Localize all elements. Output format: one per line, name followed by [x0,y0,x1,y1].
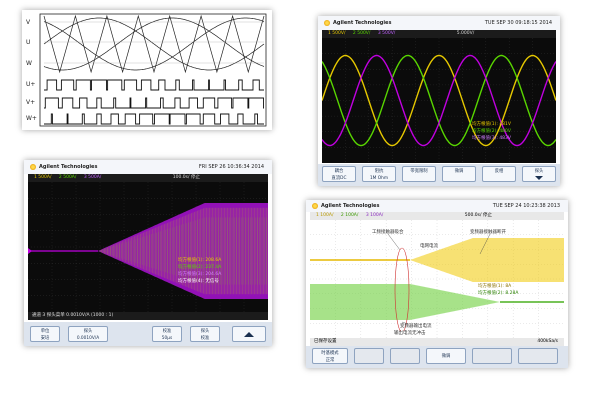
annotation-leader [387,233,401,251]
agilent-logo-icon [312,203,318,209]
softkey-blank[interactable] [518,348,558,364]
fine-button[interactable]: 微调 [442,166,476,182]
timebase: 5.000V/ [456,31,475,36]
pwm-signal [44,113,264,125]
carrier-wave [43,14,265,74]
skew-button[interactable]: 校准 50μs [152,326,182,342]
channel-label: 2 500V/ [352,31,371,36]
waveform-plot [321,38,557,163]
timestamp: TUE SEP 24 10:23:38 2013 [492,203,560,209]
scope-screen: 工频接触器吸合 变频器接触器断开 电网电流 变频器输出电流 输出电流无冲击 均方… [310,220,564,338]
channel-label: 1 100A/ [316,213,334,218]
chevron-down-icon [535,176,543,180]
annotation: 变频器接触器断开 [470,230,506,235]
channel-label: 1 500A/ [34,175,52,180]
impedance-button[interactable]: 阻抗 1M Ohm [362,166,396,182]
coupling-button[interactable]: 耦合 直流DC [322,166,356,182]
measurement: 均方根值(2): 480V [472,129,511,134]
row-label: W+ [26,115,37,122]
channel-label: 2 100A/ [340,213,359,218]
brand: Agilent Technologies [333,20,392,26]
scope-header: Agilent Technologies TUE SEP 30 09:18:15… [318,16,560,30]
measurement: 均方根值(3): 483V [472,136,511,141]
softkey-blank[interactable] [354,348,384,364]
annotation: 工频接触器吸合 [372,230,404,235]
probe-button[interactable]: 探头 [522,166,556,182]
scope-transfer-card: Agilent Technologies TUE SEP 24 10:23:38… [306,200,568,368]
waveform-plot [28,182,269,312]
menu-up-button[interactable] [232,326,266,342]
timestamp: FRI SEP 26 10:36:34 2014 [198,164,264,170]
annotation: 输出电流无冲击 [394,331,426,337]
softkey-bar: 时基模式 正常 微调 [306,346,568,368]
reference-wave [43,17,265,71]
measurement: 均方根值(2): 237.4A [178,265,222,270]
scope-screen: 均方根值(1): 481V 均方根值(2): 480V 均方根值(3): 483… [321,38,557,163]
measurement: 均方根值(4): 无信号 [178,279,219,284]
annotation: 变频器输出电流 [400,324,432,329]
channel-label: 3 500A/ [83,175,102,180]
channel-label: 2 500A/ [58,175,77,180]
channel-label: 1 500V/ [328,31,346,36]
row-label: W [26,60,32,67]
measurement: 均方根值(3): 204.6A [178,272,222,277]
bandwidth-limit-button[interactable]: 带宽限制 [402,166,436,182]
agilent-logo-icon [30,164,36,170]
channel-label: 3 100A/ [365,213,384,218]
channel-label: 3 500V/ [377,31,396,36]
phase-waveform [321,54,557,147]
annotation-leader [401,321,409,325]
softkey-bar: 耦合 直流DC 阻抗 1M Ohm 带宽限制 微调 反相 探头 [318,164,560,186]
inverter-current-envelope [310,284,500,320]
row-label: U+ [26,81,35,88]
row-label: U [26,39,30,46]
brand: Agilent Technologies [39,164,98,170]
softkey-blank[interactable] [390,348,420,364]
scope-header: Agilent Technologies FRI SEP 26 10:36:34… [24,160,272,174]
channel-bar: 1 500A/ 2 500A/ 3 500A/ 100.0s/ 停止 [28,174,268,182]
reference-wave [43,17,265,71]
current-envelope [98,203,268,299]
channel-bar: 1 100A/ 2 100A/ 3 100A/ 500.0s/ 停止 [310,212,564,220]
measurement: 均方根值(1): 208.6A [178,258,222,263]
timebase-mode-button[interactable]: 时基模式 正常 [312,348,348,364]
measurement: 均方根值(1): 8A [478,284,512,289]
timebase: 500.0s/ 停止 [464,213,492,218]
scope-current-card: Agilent Technologies FRI SEP 26 10:36:34… [24,160,272,346]
row-label: V+ [26,99,35,106]
annotation-leader [479,233,491,255]
channel-bar: 1 500V/ 2 500V/ 3 500V/ 5.000V/ [322,30,556,38]
softkey-blank[interactable] [472,348,512,364]
measurement: 均方根值(1): 481V [472,122,511,127]
unit-button[interactable]: 单位 安培 [30,326,60,342]
reference-wave [43,17,265,71]
annotation: 电网电流 [420,244,438,249]
scope-voltage-card: Agilent Technologies TUE SEP 30 09:18:15… [318,16,560,186]
ground-marker-icon [28,248,32,254]
probe-calibrate-button[interactable]: 探头 校准 [190,326,220,342]
pwm-diagram: V U W U+ V+ W+ [26,13,267,127]
timebase: 100.0s/ 停止 [172,175,200,180]
menu-footer: 已保存设置 400kSa/s [310,338,564,346]
current-trace-green [100,217,267,285]
menu-footer: 通道 3 探头菜单 0.0010V/A (1000 : 1) [28,312,268,320]
pwm-diagram-card: V U W U+ V+ W+ [22,10,272,130]
grid-current-envelope [410,238,564,282]
chevron-up-icon [244,332,254,337]
brand: Agilent Technologies [321,203,380,209]
waveform-plot [310,220,564,338]
diagram-frame [39,13,267,127]
agilent-logo-icon [324,20,330,26]
pwm-signal [44,79,264,91]
scope-screen: 均方根值(1): 208.6A 均方根值(2): 237.4A 均方根值(3):… [28,182,269,312]
pwm-signal [44,97,264,109]
measurement: 均方根值(2): 8.28A [478,291,519,296]
row-label: V [26,19,31,26]
scope-header: Agilent Technologies TUE SEP 24 10:23:38… [306,200,568,212]
fine-button[interactable]: 微调 [426,348,466,364]
probe-ratio-button[interactable]: 探头 0.0010V/A [68,326,108,342]
invert-button[interactable]: 反相 [482,166,516,182]
timestamp: TUE SEP 30 09:18:15 2014 [484,20,552,26]
softkey-bar: 单位 安培 探头 0.0010V/A 校准 50μs 探头 校准 [24,322,272,346]
